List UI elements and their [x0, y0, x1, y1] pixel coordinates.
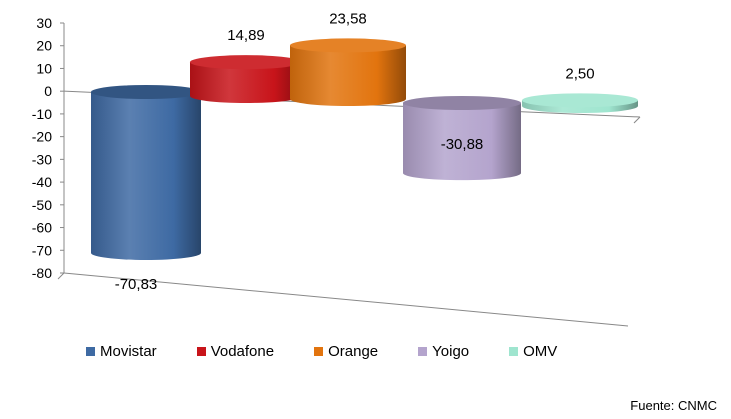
data-label-movistar: -70,83 — [115, 276, 158, 293]
bar-cap — [91, 85, 201, 99]
floor-corner — [57, 272, 65, 280]
y-tick-label: 20 — [36, 38, 52, 54]
y-tick-label: -40 — [32, 174, 52, 190]
data-labels: -70,83 14,89 23,58 -30,88 2,50 — [115, 10, 595, 293]
legend-swatch — [509, 347, 519, 356]
bar-vodafone — [190, 55, 302, 103]
bar-cap — [522, 93, 638, 108]
bar-body — [403, 103, 521, 181]
floor-edge — [63, 272, 629, 327]
bar-movistar — [91, 85, 201, 260]
legend-label: Yoigo — [432, 343, 470, 360]
legend-label: Orange — [328, 343, 379, 360]
source-note: Fuente: CNMC — [630, 398, 717, 413]
bars — [91, 38, 638, 260]
legend-swatch — [314, 347, 324, 356]
legend: Movistar Vodafone Orange Yoigo OMV — [86, 343, 597, 360]
bar-cap — [190, 55, 302, 70]
legend-swatch — [196, 347, 206, 356]
y-tick-label: -50 — [32, 197, 52, 213]
legend-item-vodafone: Vodafone — [196, 343, 275, 360]
legend-item-movistar: Movistar — [86, 343, 157, 360]
bar-cap — [290, 38, 406, 53]
legend-item-omv: OMV — [509, 343, 557, 360]
legend-item-yoigo: Yoigo — [418, 343, 469, 360]
y-tick-label: -70 — [32, 242, 52, 258]
legend-swatch — [86, 347, 95, 356]
y-tick-label: -10 — [32, 106, 52, 122]
y-axis: 30 20 10 0 -10 -20 -30 -40 -50 -60 -70 -80 — [32, 15, 65, 281]
bar-body — [290, 45, 406, 106]
y-tick-label: -20 — [32, 129, 52, 145]
legend-swatch — [418, 347, 428, 356]
bar-body — [190, 62, 302, 103]
legend-label: Vodafone — [210, 343, 275, 360]
zero-plane-corner — [633, 116, 641, 124]
y-tick-label: 0 — [44, 83, 52, 99]
chart: 30 20 10 0 -10 -20 -30 -40 -50 -60 -70 -80 -70,83 14… — [32, 10, 641, 327]
legend-label: Movistar — [100, 343, 157, 360]
y-tick-label: -80 — [32, 265, 52, 281]
y-tick-label: 10 — [36, 60, 52, 76]
y-tick-label: -60 — [32, 220, 52, 236]
bar-orange — [290, 38, 406, 106]
data-label-vodafone: 14,89 — [227, 27, 265, 44]
bar-cap — [403, 96, 521, 110]
bar-body — [91, 92, 201, 260]
data-label-orange: 23,58 — [329, 10, 367, 27]
y-tick-label: -30 — [32, 151, 52, 167]
y-tick-label: 30 — [36, 15, 52, 31]
bar-omv — [522, 93, 638, 113]
legend-item-orange: Orange — [314, 343, 378, 360]
bar-yoigo — [403, 96, 521, 181]
data-label-yoigo: -30,88 — [441, 136, 484, 153]
legend-label: OMV — [523, 343, 558, 360]
data-label-omv: 2,50 — [565, 65, 594, 82]
